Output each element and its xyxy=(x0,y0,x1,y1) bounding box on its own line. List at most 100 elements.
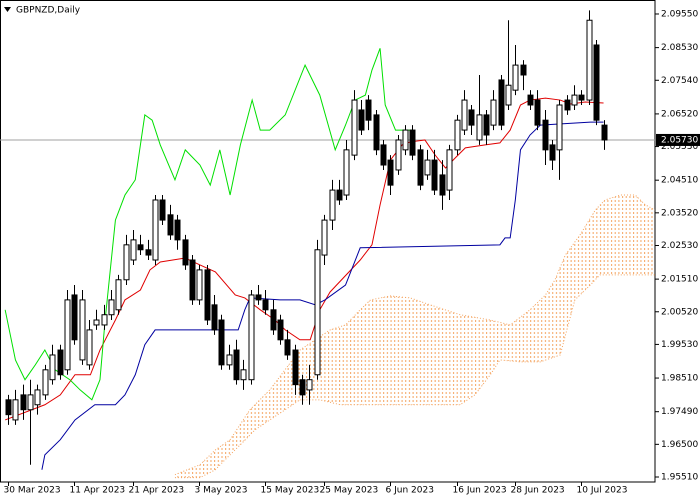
candle-body xyxy=(182,239,189,266)
candle-body xyxy=(439,174,446,196)
candle-body xyxy=(424,159,431,176)
candle-body xyxy=(115,279,122,311)
candle-body xyxy=(431,159,438,191)
candle-body xyxy=(159,199,166,221)
y-tick-label: 2.05530 xyxy=(661,142,698,152)
x-tick-label: 21 Apr 2023 xyxy=(129,486,185,496)
candle-body xyxy=(130,239,137,261)
candle-body xyxy=(27,394,34,411)
candle-body xyxy=(476,114,483,141)
candle-body xyxy=(34,389,41,406)
candle-body xyxy=(174,219,181,241)
candle-body xyxy=(365,99,372,121)
x-tick-label: 28 Jun 2023 xyxy=(511,486,565,496)
candle-body xyxy=(336,189,343,201)
candle-body xyxy=(329,189,336,221)
y-tick-label: 2.07540 xyxy=(661,76,698,86)
x-tick-label: 3 May 2023 xyxy=(195,486,248,496)
candle-body xyxy=(255,294,262,301)
candle-body xyxy=(409,129,416,156)
y-tick-label: 2.00520 xyxy=(661,307,698,317)
candle-body xyxy=(571,94,578,106)
candle-body xyxy=(12,399,19,421)
candle-body xyxy=(145,249,152,256)
x-tick-label: 6 Jun 2023 xyxy=(386,486,434,496)
cloud-fill xyxy=(174,195,655,478)
candle-body xyxy=(454,119,461,151)
x-tick-label: 16 Jun 2023 xyxy=(453,486,507,496)
candle-body xyxy=(402,129,409,151)
candle-body xyxy=(167,214,174,236)
candle-body xyxy=(240,369,247,381)
menu-icon xyxy=(4,7,11,12)
candle-body xyxy=(20,394,27,411)
candle-body xyxy=(468,109,475,126)
candle-body xyxy=(351,99,358,156)
candle-body xyxy=(152,199,159,261)
candle-body xyxy=(578,94,585,101)
plot-area xyxy=(0,10,655,479)
candle-body xyxy=(211,304,218,331)
y-tick-label: 2.04510 xyxy=(661,176,698,186)
candle-body xyxy=(5,399,12,416)
y-tick-label: 2.03520 xyxy=(661,208,698,218)
candle-body xyxy=(196,269,203,301)
chart-title: GBPNZD,Daily xyxy=(16,6,81,16)
candle-body xyxy=(226,354,233,366)
candle-body xyxy=(358,109,365,131)
y-tick-label: 2.01510 xyxy=(661,275,698,285)
candle-body xyxy=(586,19,593,101)
candle-body xyxy=(189,259,196,301)
candle-body xyxy=(218,319,225,366)
candle-body xyxy=(108,299,115,316)
indicator-line xyxy=(4,97,604,421)
candle-body xyxy=(277,319,284,341)
x-tick-label: 25 May 2023 xyxy=(320,486,379,496)
candle-body xyxy=(395,139,402,171)
candle-body xyxy=(204,269,211,321)
candle-body xyxy=(101,314,108,326)
axes: 2.09550 2.08530 2.07540 2.06520 2.05530 2.045… xyxy=(4,9,700,496)
candle-body xyxy=(93,319,100,326)
candle-body xyxy=(512,64,519,91)
candle-body xyxy=(549,144,556,161)
candle-body xyxy=(292,349,299,386)
candle-body xyxy=(564,99,571,111)
candle-body xyxy=(505,84,512,106)
candle-body xyxy=(248,294,255,381)
y-tick-label: 2.02530 xyxy=(661,241,698,251)
y-tick-label: 1.99530 xyxy=(661,340,698,350)
plot-frame xyxy=(0,0,656,483)
y-tick-label: 1.96500 xyxy=(661,440,698,450)
y-tick-label: 1.95510 xyxy=(661,472,698,482)
candle-body xyxy=(123,244,130,281)
candle-body xyxy=(556,104,563,151)
candle-body xyxy=(306,379,313,391)
candle-body xyxy=(601,124,608,141)
candle-body xyxy=(483,114,490,136)
candle-body xyxy=(593,44,600,121)
candle-body xyxy=(49,354,56,381)
current-price-label: 2.05730 xyxy=(661,135,698,145)
current-price-box xyxy=(656,133,700,146)
cloud-edge xyxy=(174,274,655,479)
candle-body xyxy=(387,159,394,186)
x-tick-label: 30 Mar 2023 xyxy=(4,486,61,496)
candle-body xyxy=(284,339,291,356)
y-tick-label: 2.09550 xyxy=(661,9,698,19)
candle-body xyxy=(542,119,549,151)
x-tick-label: 10 Jul 2023 xyxy=(577,486,628,496)
candle-body xyxy=(520,64,527,76)
y-tick-label: 1.97490 xyxy=(661,407,698,417)
candle-body xyxy=(57,349,64,376)
candle-body xyxy=(373,114,380,151)
candle-body xyxy=(498,79,505,126)
candle-body xyxy=(527,94,534,106)
candle-body xyxy=(262,299,269,311)
candle-body xyxy=(79,299,86,361)
candle-body xyxy=(446,149,453,191)
candle-body xyxy=(42,369,49,396)
candle-body xyxy=(380,144,387,166)
candle-body xyxy=(299,379,306,396)
